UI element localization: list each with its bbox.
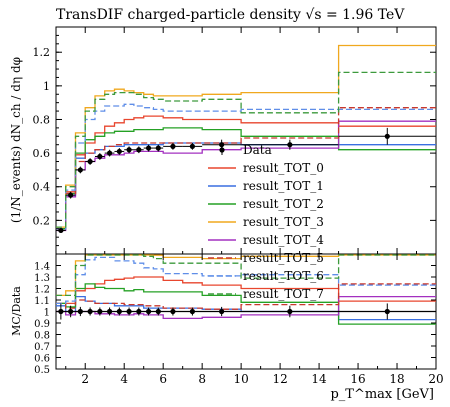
ratio-point-5: [106, 308, 113, 315]
ratio-point-2: [77, 308, 83, 315]
x-tick-label-5: 12: [272, 372, 287, 386]
x-tick-label-1: 4: [120, 372, 128, 386]
x-tick-label-8: 18: [389, 372, 404, 386]
y-tick-label-2: 0.6: [33, 147, 51, 160]
legend-data-marker: [219, 147, 225, 153]
ratio-line-2: [56, 283, 436, 325]
y-tick-label-3: 0.8: [33, 113, 51, 126]
legend-label-0: result_TOT_0: [243, 161, 324, 175]
data-point-9: [145, 145, 152, 151]
x-tick-label-9: 20: [428, 372, 443, 386]
ratio-tick-label-1: 0.6: [34, 354, 50, 365]
ratio-point-8: [136, 308, 142, 315]
ratio-point-4: [97, 308, 103, 315]
ratio-point-15: [384, 308, 390, 315]
ratio-point-6: [116, 308, 122, 315]
x-tick-label-0: 2: [81, 372, 89, 386]
data-point-7: [126, 147, 132, 153]
ratio-tick-label-0: 0.5: [34, 365, 50, 376]
legend-label-7: result_TOT_7: [243, 287, 324, 301]
y-tick-label-5: 1.2: [33, 46, 51, 59]
ratio-point-1: [68, 308, 74, 315]
x-tick-label-2: 6: [159, 372, 167, 386]
data-point-11: [170, 143, 176, 149]
ratio-point-7: [126, 308, 132, 315]
ratio-tick-label-4: 0.9: [34, 319, 50, 330]
data-point-14: [287, 142, 293, 148]
ratio-point-10: [155, 308, 161, 315]
ratio-tick-label-3: 0.8: [34, 331, 50, 342]
legend-label-2: result_TOT_2: [243, 197, 324, 211]
ratio-tick-label-6: 1.1: [34, 296, 50, 307]
x-tick-label-7: 16: [350, 372, 365, 386]
y-tick-label-1: 0.4: [33, 181, 51, 194]
ratio-tick-label-5: 1: [44, 308, 50, 319]
y-tick-label-4: 1: [43, 80, 50, 93]
ratio-tick-label-8: 1.3: [34, 273, 50, 284]
ratio-point-14: [287, 308, 293, 315]
ratio-point-3: [87, 308, 93, 315]
data-point-3: [87, 158, 93, 165]
data-point-5: [106, 150, 113, 156]
ratio-line-5: [56, 283, 436, 310]
x-tick-label-6: 14: [311, 372, 327, 386]
legend-data-label: Data: [243, 143, 272, 157]
data-point-10: [155, 145, 161, 151]
ratio-y-axis-label: MC/Data: [10, 286, 23, 336]
data-point-0: [58, 227, 64, 234]
y-tick-label-0: 0.2: [33, 214, 51, 227]
ratio-line-6: [56, 256, 436, 305]
data-point-6: [116, 148, 122, 155]
x-axis-label: p_T^max [GeV]: [330, 387, 434, 402]
ratio-point-12: [189, 308, 196, 315]
chart-title: TransDIF charged-particle density √s = 1…: [56, 7, 405, 23]
series-line-5: [56, 107, 436, 230]
ratio-tick-label-9: 1.4: [34, 262, 50, 273]
series-line-0: [56, 115, 436, 230]
series-line-7: [56, 71, 436, 228]
data-point-1: [68, 192, 74, 198]
ratio-line-0: [56, 276, 436, 305]
legend-label-5: result_TOT_5: [243, 251, 324, 265]
data-point-4: [97, 153, 103, 160]
data-point-2: [77, 167, 83, 173]
ratio-tick-label-2: 0.7: [34, 342, 50, 353]
x-tick-label-4: 10: [233, 372, 248, 386]
data-point-8: [136, 147, 142, 153]
legend-label-6: result_TOT_6: [243, 269, 324, 283]
series-line-6: [56, 103, 436, 230]
ratio-point-11: [170, 308, 176, 315]
legend-label-1: result_TOT_1: [243, 179, 324, 193]
ratio-line-7: [56, 254, 436, 297]
y-axis-label: (1/N_events) dN_ch / dη dφ: [9, 57, 23, 223]
data-point-15: [384, 133, 390, 139]
legend-label-4: result_TOT_4: [243, 233, 324, 247]
ratio-point-13: [219, 308, 225, 315]
data-point-13: [219, 142, 225, 148]
ratio-point-9: [145, 308, 152, 315]
series-line-3: [56, 44, 436, 228]
x-tick-label-3: 8: [198, 372, 206, 386]
legend-label-3: result_TOT_3: [243, 215, 324, 229]
series-line-2: [56, 127, 436, 230]
ratio-tick-label-7: 1.2: [34, 285, 50, 296]
data-point-12: [189, 143, 196, 149]
